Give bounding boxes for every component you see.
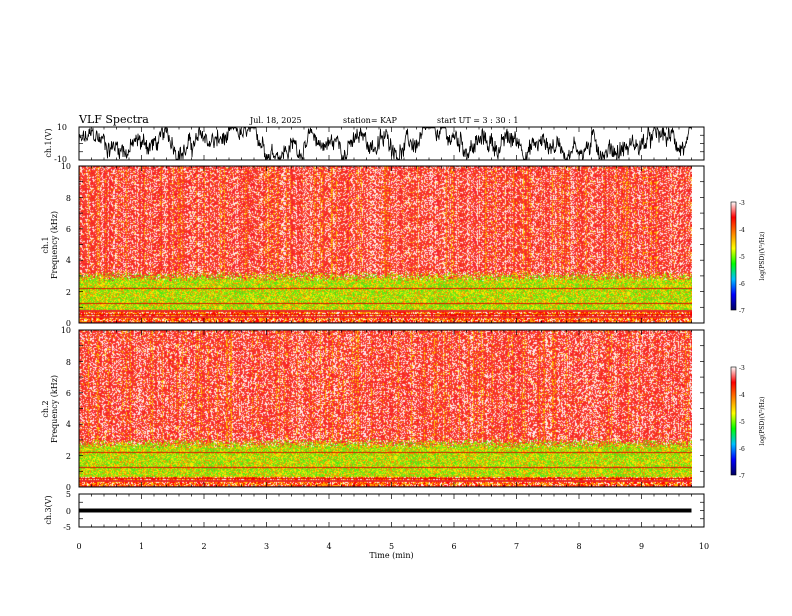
ch1-spectrogram-yticks: 0 2 4 6 8 10	[61, 162, 71, 328]
panel-ch2-spectrogram: 0 2 4 6 8 10 ch.2 Frequency (kHz)	[41, 326, 705, 492]
ch2-ytick-4: 4	[66, 420, 71, 429]
xtick-3: 3	[264, 542, 269, 551]
ch1-ytick-10: 10	[61, 162, 71, 171]
colorbar-ch1-frame	[730, 201, 737, 311]
ch1-ytick-bottom: -10	[54, 155, 67, 164]
ch1-ytick-4: 4	[66, 256, 71, 265]
colorbar-ch2-label: log(PSD)(V²/Hz)	[759, 397, 766, 446]
ch2-spectrogram-ylabel: Frequency (kHz)	[50, 375, 59, 443]
ch1-waveform-ylabel: ch.1(V)	[44, 128, 53, 157]
ch2-spectrogram-ylabel-channel: ch.2	[41, 400, 50, 417]
colorbar-ch2-gradient	[731, 367, 736, 475]
ch1-ytick-8: 8	[66, 194, 71, 203]
xtick-0: 0	[76, 542, 81, 551]
ch3-waveform-frame	[78, 493, 705, 528]
ch2-ytick-0: 0	[66, 483, 71, 492]
colorbar-ch2-tick-m4: -4	[739, 392, 745, 399]
ch3-ytick-0: 0	[66, 507, 71, 516]
colorbar-ch1-tick-m6: -6	[739, 281, 745, 288]
ch3-ytick-m5: -5	[63, 523, 71, 532]
xtick-6: 6	[451, 542, 456, 551]
ch2-spectrogram-frame	[78, 329, 705, 488]
colorbar-ch2-tick-m5: -5	[739, 419, 745, 426]
xtick-8: 8	[576, 542, 581, 551]
xtick-4: 4	[326, 542, 331, 551]
colorbar-ch1-tick-m7: -7	[739, 308, 745, 315]
colorbar-ch1-label: log(PSD)(V²/Hz)	[759, 232, 766, 281]
ch1-ytick-0: 0	[66, 319, 71, 328]
xtick-1: 1	[139, 542, 144, 551]
panel-ch1-spectrogram: 0 2 4 6 8 10 ch.1 Frequency (kHz)	[41, 162, 705, 328]
colorbar-ch2-frame	[730, 366, 737, 476]
ch1-ytick-top: 10	[57, 123, 67, 132]
colorbar-ch1-tick-m4: -4	[739, 227, 745, 234]
ch1-waveform-line	[78, 126, 692, 161]
ch1-spectrogram-ylabel-channel: ch.1	[41, 236, 50, 253]
figure-start-time: start UT = 3 : 30 : 1	[437, 116, 518, 125]
xtick-10: 10	[699, 542, 709, 551]
colorbar-ch2: -3 -4 -5 -6 -7 log(PSD)(V²/Hz)	[730, 365, 766, 480]
xtick-2: 2	[201, 542, 206, 551]
ch1-spectrogram-image	[79, 166, 692, 323]
ch2-spectrogram-yticks: 0 2 4 6 8 10	[61, 326, 71, 492]
xtick-5: 5	[389, 542, 394, 551]
figure-date: Jul. 18, 2025	[249, 116, 302, 125]
ch2-ytick-2: 2	[66, 452, 71, 461]
figure-title: VLF Spectra	[78, 113, 149, 126]
ch1-ytick-6: 6	[66, 225, 71, 234]
ch1-spectrogram-frame	[78, 165, 705, 324]
ch1-spectrogram-ylabel: Frequency (kHz)	[50, 211, 59, 279]
xtick-7: 7	[514, 542, 519, 551]
ch1-waveform-frame	[78, 126, 705, 161]
x-axis-label: Time (min)	[369, 551, 413, 560]
ch3-waveform-band	[79, 508, 692, 513]
panel-ch3-waveform: 5 0 -5 ch.3(V)	[44, 490, 705, 532]
colorbar-ch1: -3 -4 -5 -6 -7 log(PSD)(V²/Hz)	[730, 200, 766, 315]
ch1-ytick-2: 2	[66, 288, 71, 297]
panel-ch1-waveform: 10 -10 ch.1(V)	[44, 123, 705, 164]
colorbar-ch1-gradient	[731, 202, 736, 310]
colorbar-ch1-tick-m3: -3	[739, 200, 745, 207]
ch2-ytick-8: 8	[66, 358, 71, 367]
colorbar-ch2-tick-m3: -3	[739, 365, 745, 372]
x-axis: 0 1 2 3 4 5 6 7 8 9 10 Time (min)	[76, 542, 709, 560]
ch3-ytick-5: 5	[66, 490, 71, 499]
ch2-ytick-6: 6	[66, 389, 71, 398]
ch2-spectrogram-image	[79, 330, 692, 487]
xtick-9: 9	[639, 542, 644, 551]
figure-station: station= KAP	[343, 116, 398, 125]
ch2-ytick-10: 10	[61, 326, 71, 335]
colorbar-ch1-tick-m5: -5	[739, 254, 745, 261]
colorbar-ch2-tick-m7: -7	[739, 473, 745, 480]
colorbar-ch2-tick-m6: -6	[739, 446, 745, 453]
ch3-waveform-ylabel: ch.3(V)	[44, 495, 53, 524]
